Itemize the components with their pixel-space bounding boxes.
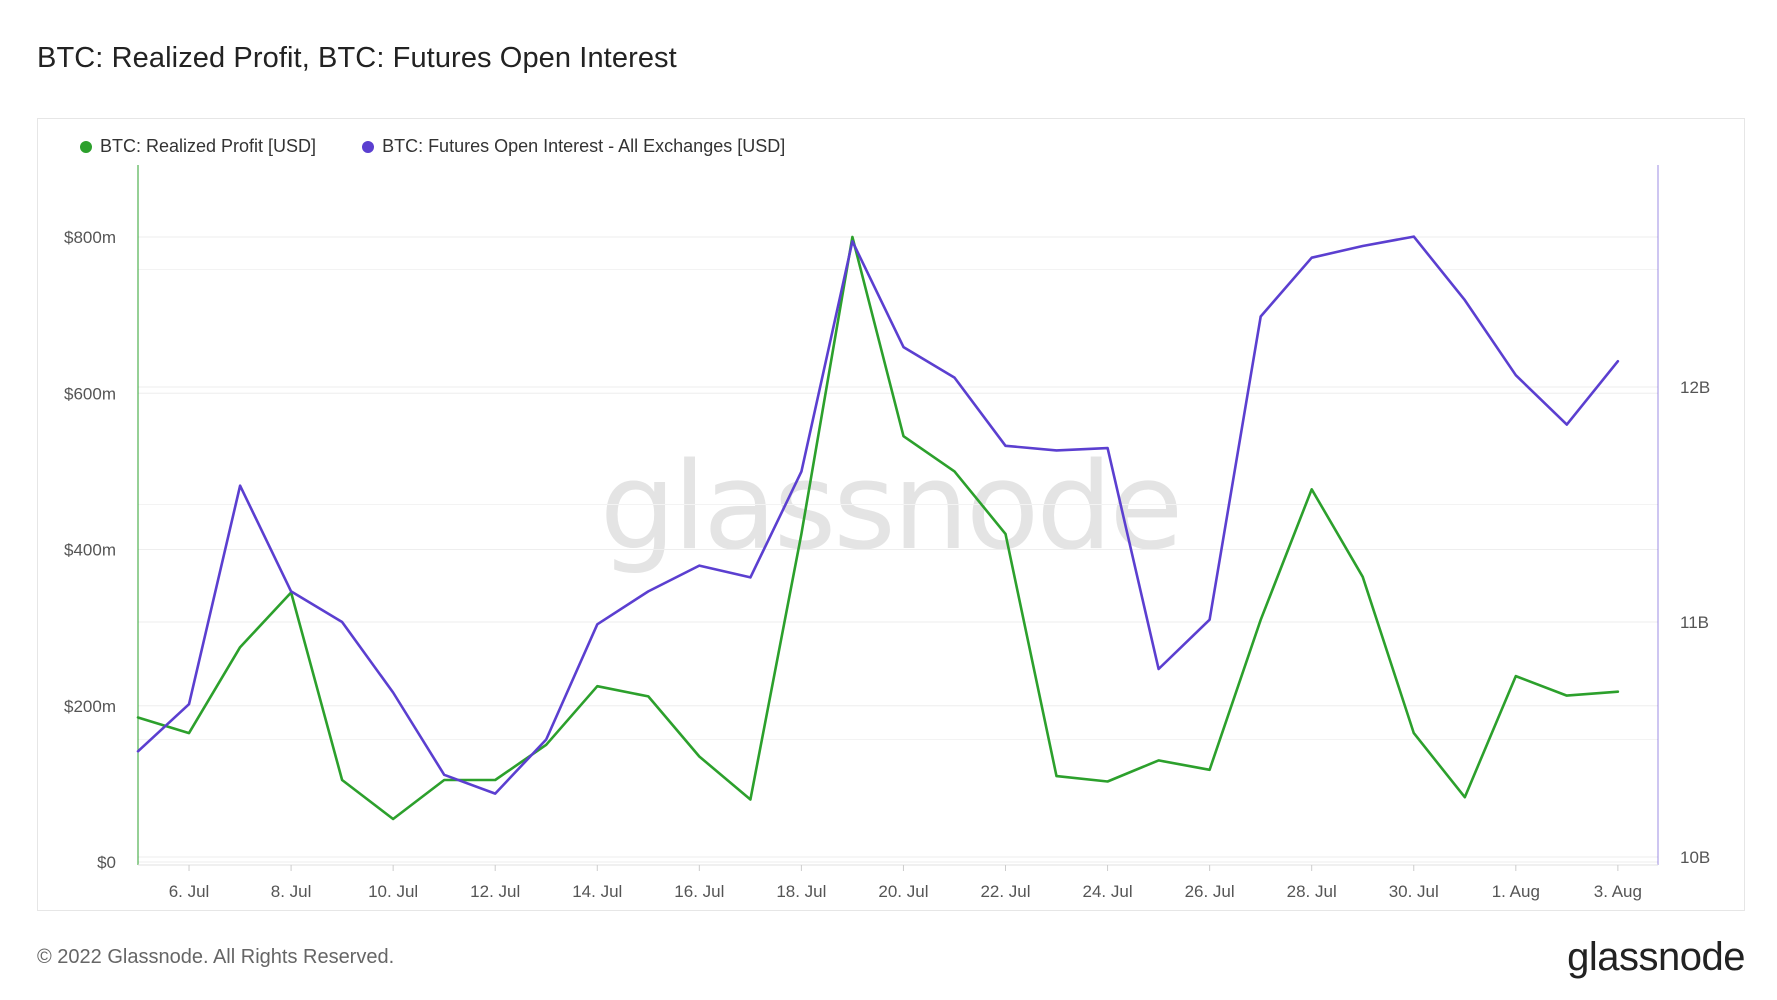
legend-dot-icon (80, 140, 92, 153)
x-tick-label: 6. Jul (169, 882, 210, 901)
y-left-tick-label: $800m (64, 228, 116, 247)
y-left-tick-label: $200m (64, 697, 116, 716)
y-right-tick-label: 12B (1680, 378, 1710, 397)
x-tick-label: 24. Jul (1083, 882, 1133, 901)
legend: BTC: Realized Profit [USD] BTC: Futures … (80, 136, 785, 157)
legend-dot-icon (362, 140, 375, 153)
x-tick-label: 30. Jul (1389, 882, 1439, 901)
x-tick-label: 16. Jul (674, 882, 724, 901)
y-right-tick-label: 11B (1680, 613, 1709, 632)
legend-label: BTC: Realized Profit [USD] (100, 136, 317, 156)
y-left-tick-label: $400m (64, 541, 116, 560)
copyright-text: © 2022 Glassnode. All Rights Reserved. (37, 946, 395, 968)
x-tick-label: 22. Jul (980, 882, 1030, 901)
y-right-tick-label: 10B (1680, 848, 1710, 867)
chart-panel (37, 118, 1745, 911)
series-line-open-interest (136, 235, 1620, 795)
x-tick-label: 18. Jul (776, 882, 826, 901)
legend-item-open-interest[interactable]: BTC: Futures Open Interest - All Exchang… (362, 136, 785, 157)
y-left-tick-label: $0 (97, 853, 116, 872)
x-tick-label: 3. Aug (1594, 882, 1642, 901)
legend-item-realized-profit[interactable]: BTC: Realized Profit [USD] (80, 136, 316, 157)
legend-label: BTC: Futures Open Interest - All Exchang… (382, 136, 786, 156)
x-tick-label: 20. Jul (878, 882, 928, 901)
y-left-tick-label: $600m (64, 384, 116, 403)
x-tick-label: 12. Jul (470, 882, 520, 901)
x-tick-label: 14. Jul (572, 882, 622, 901)
x-tick-label: 26. Jul (1185, 882, 1235, 901)
chart-title: BTC: Realized Profit, BTC: Futures Open … (37, 42, 677, 74)
x-tick-label: 8. Jul (271, 882, 312, 901)
watermark: glassnode (600, 438, 1181, 577)
brand-logo: glassnode (1567, 935, 1745, 979)
x-tick-label: 1. Aug (1492, 882, 1540, 901)
x-tick-label: 28. Jul (1287, 882, 1337, 901)
series-line-realized-profit (136, 235, 1620, 821)
x-tick-label: 10. Jul (368, 882, 418, 901)
